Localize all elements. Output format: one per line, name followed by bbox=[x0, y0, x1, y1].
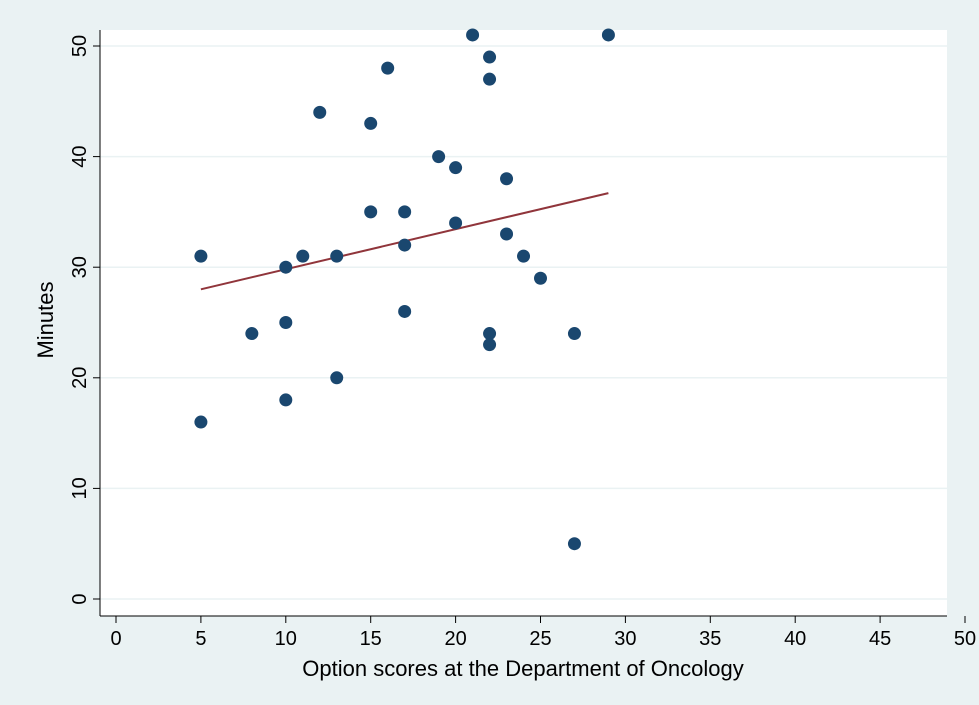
y-tick-label: 20 bbox=[69, 367, 91, 389]
data-point bbox=[330, 249, 344, 263]
x-axis-title: Option scores at the Department of Oncol… bbox=[302, 656, 743, 681]
data-point bbox=[381, 61, 395, 75]
data-point bbox=[483, 72, 497, 86]
y-axis-title: Minutes bbox=[33, 281, 58, 358]
y-tick-label: 10 bbox=[69, 477, 91, 499]
y-tick-label: 0 bbox=[69, 593, 91, 604]
data-point bbox=[483, 338, 497, 352]
data-point bbox=[500, 172, 514, 186]
data-point bbox=[398, 304, 412, 318]
data-point bbox=[330, 371, 344, 385]
data-point bbox=[601, 28, 615, 42]
data-point bbox=[194, 249, 208, 263]
data-point bbox=[567, 537, 581, 551]
x-tick-label: 20 bbox=[444, 628, 466, 650]
data-point bbox=[279, 316, 293, 329]
data-point bbox=[517, 249, 531, 263]
data-point bbox=[567, 327, 581, 341]
x-tick-label: 30 bbox=[614, 628, 636, 650]
data-point bbox=[432, 150, 446, 164]
data-point bbox=[398, 238, 412, 252]
y-tick-label: 50 bbox=[69, 35, 91, 57]
data-point bbox=[449, 161, 463, 175]
data-point bbox=[245, 327, 259, 341]
data-point bbox=[364, 116, 378, 130]
gridlines bbox=[100, 45, 947, 600]
x-tick-label: 5 bbox=[195, 628, 206, 650]
x-tick-label: 45 bbox=[869, 628, 891, 650]
y-tick-label: 40 bbox=[69, 145, 91, 167]
x-tick-label: 10 bbox=[275, 628, 297, 650]
y-tick-label: 30 bbox=[69, 256, 91, 278]
x-axis: 0 5 10 15 20 25 30 35 40 45 50 bbox=[100, 615, 976, 650]
plot-area bbox=[100, 30, 947, 616]
data-point bbox=[279, 393, 293, 407]
x-tick-label: 25 bbox=[529, 628, 551, 650]
data-point bbox=[483, 50, 497, 64]
data-point bbox=[534, 271, 547, 285]
data-point bbox=[296, 249, 310, 263]
data-point bbox=[449, 216, 463, 230]
data-point bbox=[364, 205, 378, 219]
data-point bbox=[279, 260, 293, 274]
data-point bbox=[483, 327, 497, 341]
data-point bbox=[313, 105, 327, 119]
data-point bbox=[194, 415, 208, 429]
x-tick-label: 35 bbox=[699, 628, 721, 650]
y-axis: 0 10 20 30 40 50 bbox=[69, 30, 101, 616]
data-point bbox=[466, 28, 480, 42]
data-point bbox=[398, 205, 412, 219]
x-tick-label: 50 bbox=[954, 628, 976, 650]
x-tick-label: 0 bbox=[110, 628, 121, 650]
x-tick-label: 15 bbox=[360, 628, 382, 650]
x-tick-label: 40 bbox=[784, 628, 806, 650]
scatter-points bbox=[194, 28, 615, 551]
data-point bbox=[500, 227, 514, 241]
